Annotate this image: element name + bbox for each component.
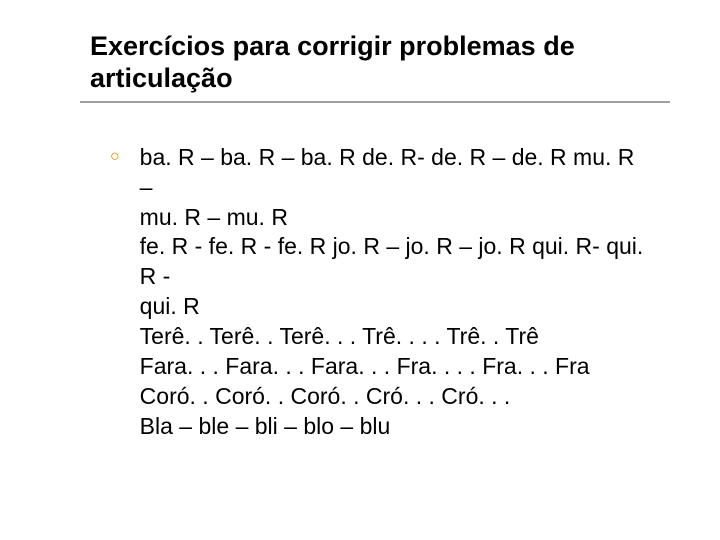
- body-line: mu. R – mu. R: [140, 203, 650, 233]
- page-title: Exercícios para corrigir problemas de ar…: [90, 30, 650, 95]
- body-line: Terê. . Terê. . Terê. . . Trê. . . . Trê…: [140, 322, 650, 352]
- body-line: qui. R: [140, 292, 650, 322]
- slide-container: Exercícios para corrigir problemas de ar…: [0, 0, 720, 472]
- body-line: Bla – ble – bli – blo – blu: [140, 412, 650, 442]
- body-text: ba. R – ba. R – ba. R de. R- de. R – de.…: [140, 143, 650, 442]
- body-line: Coró. . Coró. . Coró. . Cró. . . Cró. . …: [140, 382, 650, 412]
- body-line: fe. R - fe. R - fe. R jo. R – jo. R – jo…: [140, 232, 650, 292]
- content-area: ○ ba. R – ba. R – ba. R de. R- de. R – d…: [90, 143, 650, 442]
- title-divider: [80, 101, 670, 103]
- body-line: ba. R – ba. R – ba. R de. R- de. R – de.…: [140, 143, 650, 203]
- body-line: Fara. . . Fara. . . Fara. . . Fra. . . .…: [140, 352, 650, 382]
- bullet-icon: ○: [110, 148, 120, 166]
